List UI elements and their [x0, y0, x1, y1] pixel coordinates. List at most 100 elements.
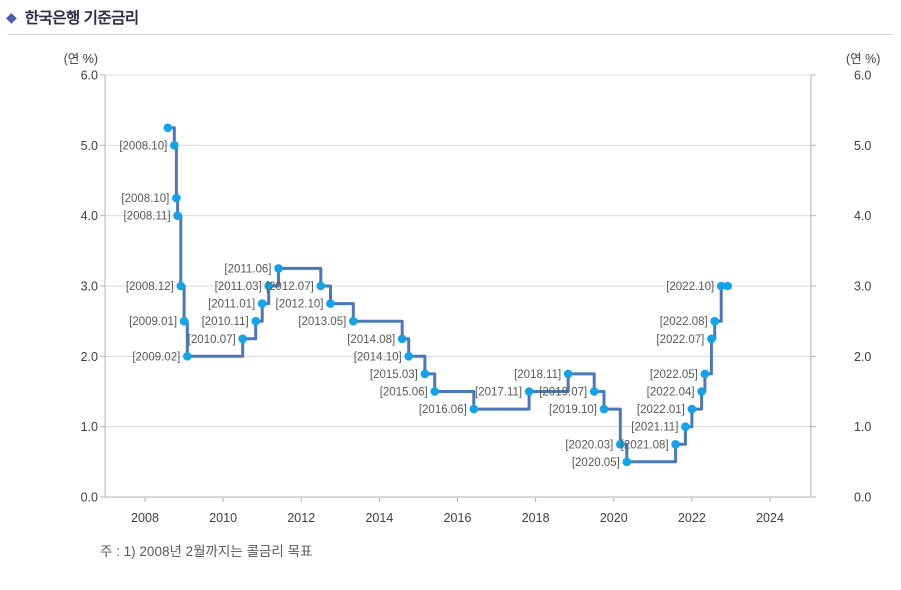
data-point-label: [2012.07]	[266, 281, 314, 293]
data-point-marker	[524, 387, 534, 396]
x-tick-label: 2014	[365, 511, 393, 525]
header-separator	[8, 34, 893, 35]
data-point-marker	[326, 299, 335, 308]
data-point-marker	[723, 281, 732, 291]
data-point-label: [2008.12]	[126, 281, 174, 293]
y-tick-label-left: 2.0	[81, 350, 98, 364]
data-point-label: [2015.06]	[380, 387, 428, 399]
data-point-label: [2014.08]	[347, 334, 395, 346]
data-point-marker	[274, 264, 283, 273]
chart-footnote: 주 : 1) 2008년 2월까지는 콜금리 목표	[100, 544, 313, 559]
x-axis-ticks-labels: 2008 2010 2012 2014 2016 2018 2020 2022 2024	[131, 497, 784, 525]
y-tick-label-left: 5.0	[81, 139, 98, 153]
data-point-marker	[170, 141, 179, 150]
data-point-marker	[251, 316, 260, 326]
data-point-marker	[397, 334, 407, 344]
data-point-labels: [2008.10] [2008.10] [2008.11] [2008.12] [200…	[119, 140, 714, 469]
data-point-label: [2013.05]	[298, 316, 346, 328]
y-axis-unit-label-right: (연 %)	[846, 52, 881, 66]
data-point-label: [2020.03]	[565, 439, 613, 451]
chart-header: ◆ 한국은행 기준금리	[6, 6, 139, 28]
data-point-label: [2008.11]	[123, 211, 170, 223]
y-tick-label-left: 3.0	[81, 280, 98, 294]
data-point-label: [2022.07]	[656, 334, 704, 346]
data-point-marker	[697, 387, 706, 396]
data-point-label: [2011.06]	[224, 263, 271, 275]
x-tick-label: 2018	[522, 511, 550, 525]
y-tick-label-right: 5.0	[854, 139, 871, 153]
data-point-marker	[589, 387, 599, 396]
data-point-marker	[316, 281, 326, 291]
data-point-marker	[716, 281, 726, 291]
data-point-marker	[681, 422, 690, 432]
data-point-marker	[257, 299, 267, 308]
data-point-label: [2022.01]	[637, 404, 685, 416]
data-point-marker	[404, 352, 414, 361]
data-point-label: [2011.01]	[208, 299, 255, 311]
x-tick-label: 2016	[444, 511, 472, 525]
data-point-marker	[264, 281, 274, 291]
data-point-marker	[687, 404, 697, 414]
data-point-label: [2015.03]	[370, 369, 418, 381]
y-tick-label-right: 2.0	[854, 350, 871, 364]
data-point-marker	[173, 211, 182, 220]
diamond-bullet-icon: ◆	[6, 9, 17, 25]
y-tick-label-right: 0.0	[854, 491, 871, 505]
data-point-marker	[599, 404, 609, 414]
data-point-marker	[700, 369, 710, 379]
y-tick-label-left: 0.0	[81, 491, 98, 505]
x-tick-label: 2020	[600, 511, 628, 525]
data-point-marker	[616, 440, 625, 449]
data-point-label: [2022.04]	[647, 387, 695, 399]
data-point-label: [2009.01]	[129, 316, 177, 328]
y-tick-label-right: 1.0	[854, 420, 871, 434]
y-tick-label-left: 6.0	[81, 69, 98, 83]
data-point-label: [2020.05]	[572, 457, 620, 469]
data-point-marker	[238, 334, 247, 344]
y-axis-ticks-labels: 0.0 0.0 1.0 1.0 2.0 2.0 3.0 3.0 4.0 4.0 5.0 5.0 6.0 6…	[81, 69, 872, 505]
data-point-label: [2021.08]	[621, 439, 669, 451]
data-point-label: [2011.03]	[215, 281, 262, 293]
data-point-label: [2019.10]	[549, 404, 597, 416]
data-point-marker	[183, 352, 192, 361]
data-point-label: [2008.10]	[119, 140, 167, 152]
page-title: 한국은행 기준금리	[24, 10, 139, 27]
y-tick-label-right: 4.0	[854, 209, 871, 223]
data-point-label: [2008.10]	[121, 193, 169, 205]
y-tick-label-left: 4.0	[81, 209, 98, 223]
data-point-label: [2022.05]	[650, 369, 698, 381]
data-point-marker	[349, 316, 358, 326]
data-point-label: [2017.11]	[475, 387, 522, 399]
y-tick-label-right: 6.0	[854, 69, 871, 83]
data-point-marker	[163, 123, 173, 133]
y-axis-unit-label-left: (연 %)	[63, 52, 98, 66]
data-point-marker	[172, 193, 181, 203]
data-point-label: [2014.10]	[354, 351, 402, 363]
data-point-label: [2022.08]	[660, 316, 708, 328]
data-point-marker	[671, 440, 680, 449]
x-tick-label: 2012	[287, 511, 315, 525]
y-tick-label-right: 3.0	[854, 280, 871, 294]
data-point-label: [2010.11]	[202, 316, 249, 328]
data-point-marker	[176, 281, 186, 291]
data-point-marker	[622, 457, 632, 467]
data-point-label: [2009.02]	[132, 351, 180, 363]
y-tick-label-left: 1.0	[81, 420, 98, 434]
data-points	[163, 123, 732, 467]
data-point-marker	[430, 387, 440, 396]
data-point-label: [2012.10]	[276, 299, 324, 311]
data-point-label: [2022.10]	[666, 281, 714, 293]
x-tick-label: 2008	[131, 511, 159, 525]
data-point-marker	[710, 316, 719, 326]
data-point-marker	[179, 316, 189, 326]
data-point-label: [2016.06]	[419, 404, 467, 416]
x-tick-label: 2022	[678, 511, 706, 525]
data-point-marker	[707, 334, 716, 344]
data-point-marker	[563, 369, 573, 379]
x-tick-label: 2010	[209, 511, 237, 525]
x-tick-label: 2024	[756, 511, 784, 525]
data-point-label: [2018.11]	[514, 369, 561, 381]
data-point-marker	[469, 404, 479, 414]
